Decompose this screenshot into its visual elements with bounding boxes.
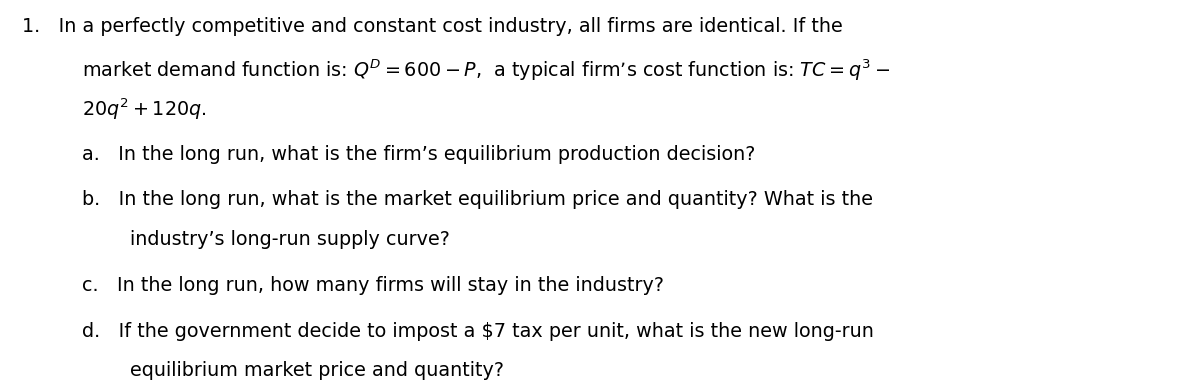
Text: market demand function is: $Q^D = 600 - P$,  a typical firm’s cost function is: : market demand function is: $Q^D = 600 - …	[82, 57, 889, 83]
Text: a.   In the long run, what is the firm’s equilibrium production decision?: a. In the long run, what is the firm’s e…	[82, 145, 755, 164]
Text: 1.   In a perfectly competitive and constant cost industry, all firms are identi: 1. In a perfectly competitive and consta…	[22, 17, 842, 36]
Text: c.   In the long run, how many firms will stay in the industry?: c. In the long run, how many firms will …	[82, 276, 664, 295]
Text: equilibrium market price and quantity?: equilibrium market price and quantity?	[130, 361, 504, 380]
Text: d.   If the government decide to impost a $7 tax per unit, what is the new long-: d. If the government decide to impost a …	[82, 322, 874, 340]
Text: b.   In the long run, what is the market equilibrium price and quantity? What is: b. In the long run, what is the market e…	[82, 190, 872, 209]
Text: $20q^2 + 120q.$: $20q^2 + 120q.$	[82, 97, 206, 122]
Text: industry’s long-run supply curve?: industry’s long-run supply curve?	[130, 230, 450, 249]
